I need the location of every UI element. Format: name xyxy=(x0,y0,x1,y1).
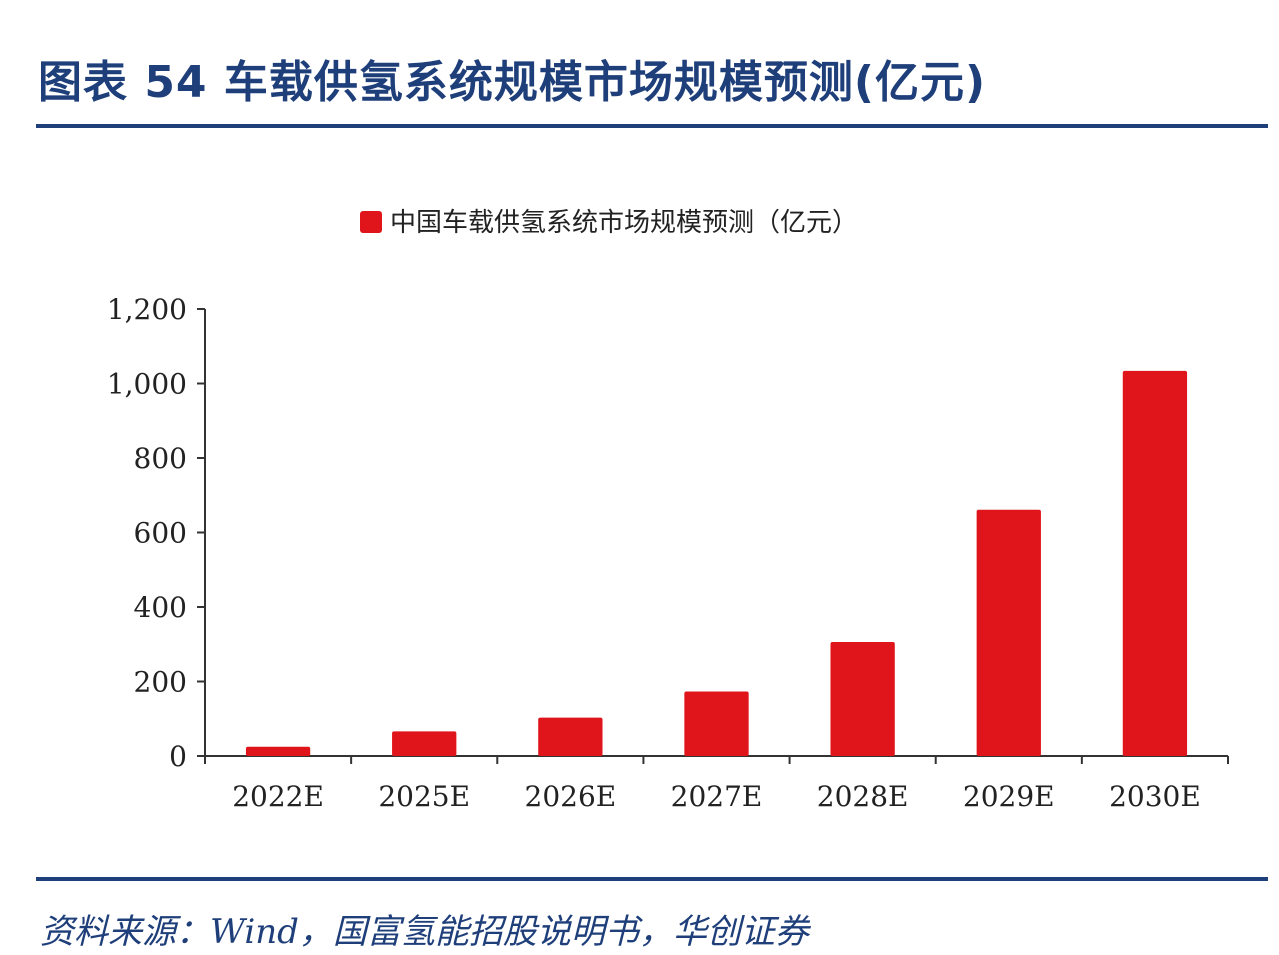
x-tick-label: 2028E xyxy=(817,780,909,813)
bar-2027E xyxy=(684,691,749,756)
y-tick-label: 0 xyxy=(169,740,187,773)
x-tick-label: 2030E xyxy=(1109,780,1201,813)
figure-title: 图表 54 车载供氢系统规模市场规模预测(亿元) xyxy=(38,57,987,108)
tick-labels: 0 200 400 600 800 1,000 1,200 2022E 2025E 2026E 20… xyxy=(107,293,1201,813)
x-tick-label: 2022E xyxy=(232,780,324,813)
y-tick-label: 600 xyxy=(134,517,187,550)
x-tick-label: 2026E xyxy=(525,780,617,813)
source-note: 资料来源：Wind，国富氢能招股说明书，华创证券 xyxy=(40,912,809,952)
bar-chart: 中国车载供氢系统市场规模预测（亿元） 0 200 400 600 800 1,000 1,2… xyxy=(107,208,1229,813)
y-tick-label: 800 xyxy=(134,442,187,475)
y-tick-label: 200 xyxy=(134,666,187,699)
x-tick-label: 2029E xyxy=(963,780,1055,813)
x-tick-label: 2025E xyxy=(378,780,470,813)
source-divider xyxy=(36,877,1268,881)
title-divider xyxy=(36,124,1268,128)
y-tick-label: 400 xyxy=(134,591,187,624)
bar-2026E xyxy=(538,717,603,756)
y-tick-label: 1,200 xyxy=(107,293,187,326)
bar-2028E xyxy=(830,642,895,756)
legend-swatch xyxy=(360,211,382,233)
bar-2025E xyxy=(392,731,457,756)
legend: 中国车载供氢系统市场规模预测（亿元） xyxy=(360,208,858,238)
y-tick-label: 1,000 xyxy=(107,368,187,401)
bars xyxy=(245,370,1188,756)
bar-2030E xyxy=(1122,370,1188,756)
bar-2022E xyxy=(245,746,311,756)
legend-label: 中国车载供氢系统市场规模预测（亿元） xyxy=(390,208,858,238)
x-tick-label: 2027E xyxy=(671,780,763,813)
bar-2029E xyxy=(976,509,1041,756)
